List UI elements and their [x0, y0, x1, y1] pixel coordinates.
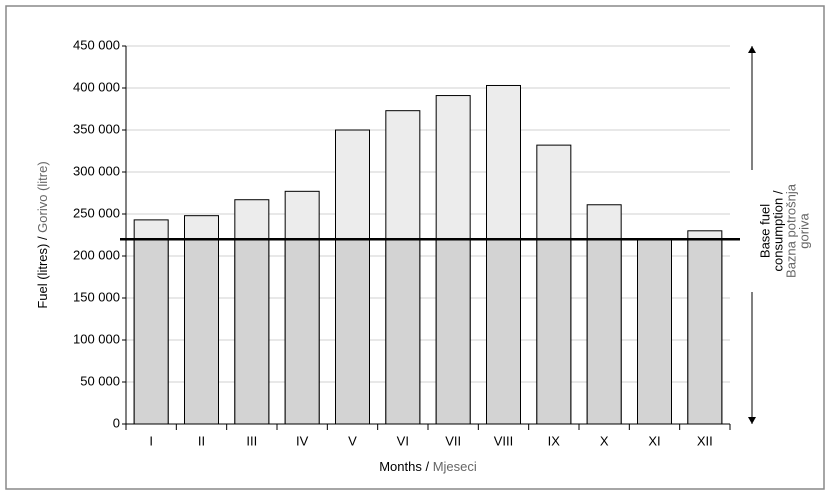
base-line-label: consumption /: [770, 190, 785, 271]
bar-base: [184, 238, 219, 425]
y-axis-title-part: Fuel (litres) /: [35, 233, 50, 309]
x-tick-label: XI: [648, 433, 660, 448]
bar-base: [133, 238, 169, 425]
x-tick-label: VII: [445, 433, 461, 448]
x-tick-label: IV: [296, 433, 309, 448]
bar-base: [486, 238, 521, 425]
bar-base: [687, 238, 723, 425]
x-tick-label: XII: [697, 433, 713, 448]
arrow-head: [748, 417, 756, 424]
y-tick-label: 450 000: [73, 37, 120, 52]
y-tick-label: 200 000: [73, 247, 120, 262]
x-tick-label: III: [246, 433, 257, 448]
y-tick-label: 50 000: [80, 373, 120, 388]
bar-base: [637, 238, 672, 425]
x-tick-label: I: [149, 433, 153, 448]
y-tick-label: 150 000: [73, 289, 120, 304]
base-line-label: goriva: [796, 213, 811, 249]
x-tick-label: V: [348, 433, 357, 448]
bar-base: [284, 238, 320, 425]
y-axis-title-part: Gorivo (litre): [35, 161, 50, 233]
x-tick-label: IX: [548, 433, 561, 448]
base-line-label: Bazna potrošnja: [783, 183, 798, 278]
bar-base: [435, 238, 471, 425]
y-tick-label: 350 000: [73, 121, 120, 136]
arrow-head: [748, 46, 756, 53]
bar-base: [335, 238, 370, 425]
bar-base: [234, 238, 270, 425]
x-tick-label: VI: [397, 433, 409, 448]
x-tick-label: II: [198, 433, 205, 448]
y-tick-label: 250 000: [73, 205, 120, 220]
x-tick-label: X: [600, 433, 609, 448]
y-tick-label: 300 000: [73, 163, 120, 178]
x-axis-title-part: Months /: [379, 459, 432, 474]
x-axis-title: Months / Mjeseci: [379, 459, 477, 474]
y-tick-label: 0: [113, 415, 120, 430]
bar-base: [536, 238, 572, 425]
bar-base: [385, 238, 421, 425]
y-tick-label: 400 000: [73, 79, 120, 94]
y-axis-title: Fuel (litres) / Gorivo (litre): [35, 161, 50, 308]
y-tick-label: 100 000: [73, 331, 120, 346]
x-tick-label: VIII: [494, 433, 514, 448]
bar-base: [586, 238, 622, 425]
x-axis-title-part: Mjeseci: [433, 459, 477, 474]
base-line-label: Base fuel: [757, 204, 772, 258]
